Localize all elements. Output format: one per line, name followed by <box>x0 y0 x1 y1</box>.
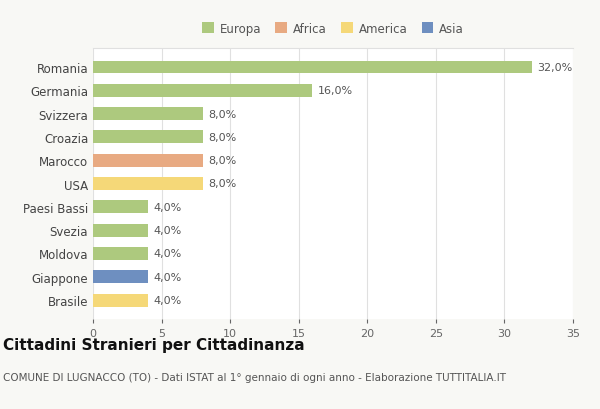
Text: 4,0%: 4,0% <box>154 272 182 282</box>
Text: 8,0%: 8,0% <box>208 133 236 142</box>
Text: 8,0%: 8,0% <box>208 179 236 189</box>
Bar <box>93 247 148 260</box>
Text: 4,0%: 4,0% <box>154 226 182 236</box>
Text: COMUNE DI LUGNACCO (TO) - Dati ISTAT al 1° gennaio di ogni anno - Elaborazione T: COMUNE DI LUGNACCO (TO) - Dati ISTAT al … <box>3 372 506 382</box>
Legend: Europa, Africa, America, Asia: Europa, Africa, America, Asia <box>200 20 466 38</box>
Text: 8,0%: 8,0% <box>208 109 236 119</box>
Bar <box>93 224 148 237</box>
Bar <box>93 61 532 74</box>
Bar <box>93 294 148 307</box>
Text: 32,0%: 32,0% <box>538 63 572 73</box>
Bar <box>93 178 203 191</box>
Bar <box>93 271 148 283</box>
Text: 8,0%: 8,0% <box>208 156 236 166</box>
Text: 4,0%: 4,0% <box>154 249 182 259</box>
Text: 4,0%: 4,0% <box>154 202 182 212</box>
Text: Cittadini Stranieri per Cittadinanza: Cittadini Stranieri per Cittadinanza <box>3 337 305 353</box>
Bar <box>93 108 203 121</box>
Bar <box>93 154 203 167</box>
Text: 4,0%: 4,0% <box>154 295 182 306</box>
Bar <box>93 85 313 97</box>
Bar <box>93 201 148 214</box>
Text: 16,0%: 16,0% <box>318 86 353 96</box>
Bar <box>93 131 203 144</box>
